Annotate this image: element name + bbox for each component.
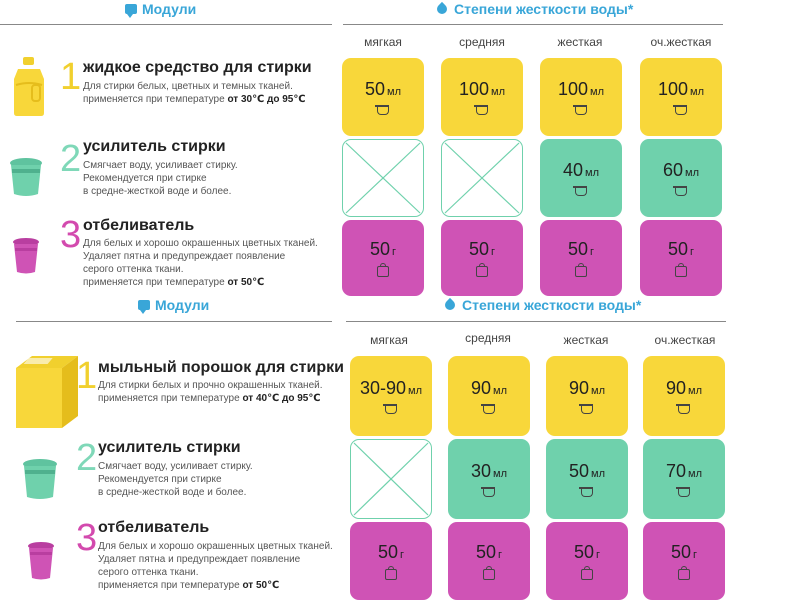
measuring-cup-icon [375,105,389,115]
measuring-cup-icon [579,487,593,497]
dose-cell: 100 мл [540,58,622,136]
product-number: 2 [76,437,98,479]
product-number: 1 [76,355,98,397]
product-title: жидкое средство для стирки [83,59,312,76]
not-needed-cross-icon [444,142,520,214]
dose-cell: 50 г [342,220,424,296]
product-description: Для белых и хорошо окрашенных цветных тк… [83,238,318,288]
column-label-soft: мягкая [370,333,408,347]
divider [343,24,723,25]
dose-cell: 50 г [643,522,725,600]
dose-cell: 50 г [640,220,722,296]
dose-cell: 40 мл [540,139,622,217]
modules-title: Модули [155,297,210,313]
dose-cell: 50 г [441,220,523,296]
empty-dose-cell [350,439,432,519]
product-description: Для белых и хорошо окрашенных цветных тк… [98,541,333,591]
product-number: 3 [76,517,98,559]
dose-cell: 50 г [448,522,530,600]
product-description: Смягчает воду, усиливает стирку. Рекомен… [98,461,253,498]
weight-icon [581,566,593,580]
column-label-soft: мягкая [364,35,402,49]
speech-bubble-icon [125,4,137,18]
column-label-hard: жесткая [557,35,603,49]
column-label-very-hard: оч.жесткая [654,333,716,347]
booster-tub-icon [23,459,57,499]
measuring-cup-icon [383,404,397,414]
column-label-medium: средняя [465,331,511,345]
bleach-cup-icon [13,238,39,274]
dose-cell: 50 мл [342,58,424,136]
bleach-cup-icon [28,542,54,580]
measuring-cup-icon [481,404,495,414]
dose-cell: 50 мл [546,439,628,519]
product-title: усилитель стирки [83,138,226,155]
not-needed-cross-icon [353,442,429,516]
product-description: Для стирки белых, цветных и темных ткане… [83,81,306,105]
dose-cell: 90 мл [546,356,628,436]
weight-icon [377,263,389,277]
weight-icon [483,566,495,580]
dose-cell: 90 мл [448,356,530,436]
dose-cell: 50 г [350,522,432,600]
dose-cell: 60 мл [640,139,722,217]
measuring-cup-icon [676,487,690,497]
weight-icon [476,263,488,277]
product-title: мыльный порошок для стирки [98,359,344,376]
measuring-cup-icon [676,404,690,414]
weight-icon [575,263,587,277]
modules-title: Модули [142,1,197,17]
dose-cell: 100 мл [640,58,722,136]
modules-header: Модули [125,1,197,18]
measuring-cup-icon [481,487,495,497]
product-number: 3 [60,214,82,256]
hardness-title: Степени жесткости воды* [462,297,642,313]
speech-bubble-icon [138,300,150,314]
product-title: отбеливатель [98,519,210,536]
measuring-cup-icon [474,105,488,115]
modules-header: Модули [138,297,210,314]
water-drop-icon [442,297,458,313]
measuring-cup-icon [573,105,587,115]
booster-tub-icon [10,158,42,196]
dose-cell: 50 г [546,522,628,600]
empty-dose-cell [342,139,424,217]
measuring-cup-icon [673,186,687,196]
dose-cell: 90 мл [643,356,725,436]
weight-icon [385,566,397,580]
product-title: усилитель стирки [98,439,241,456]
divider [0,24,332,25]
product-title: отбеливатель [83,217,195,234]
dose-cell: 50 г [540,220,622,296]
dose-cell: 30-90 мл [350,356,432,436]
product-description: Для стирки белых и прочно окрашенных тка… [98,380,323,404]
column-label-hard: жесткая [563,333,609,347]
product-number: 2 [60,138,82,180]
column-label-very-hard: оч.жесткая [650,35,712,49]
weight-icon [675,263,687,277]
dose-cell: 100 мл [441,58,523,136]
dose-cell: 30 мл [448,439,530,519]
measuring-cup-icon [573,186,587,196]
liquid-detergent-bottle-icon [14,57,44,116]
measuring-cup-icon [673,105,687,115]
divider [16,321,332,322]
weight-icon [678,566,690,580]
empty-dose-cell [441,139,523,217]
water-drop-icon [434,1,450,17]
product-number: 1 [60,56,82,98]
hardness-header: Степени жесткости воды* [442,297,642,313]
column-label-medium: средняя [459,35,505,49]
measuring-cup-icon [579,404,593,414]
hardness-title: Степени жесткости воды* [454,1,634,17]
divider [346,321,726,322]
dose-cell: 70 мл [643,439,725,519]
not-needed-cross-icon [345,142,421,214]
product-description: Смягчает воду, усиливает стирку. Рекомен… [83,160,238,197]
soap-powder-box-icon [16,356,78,428]
hardness-header: Степени жесткости воды* [434,1,634,17]
